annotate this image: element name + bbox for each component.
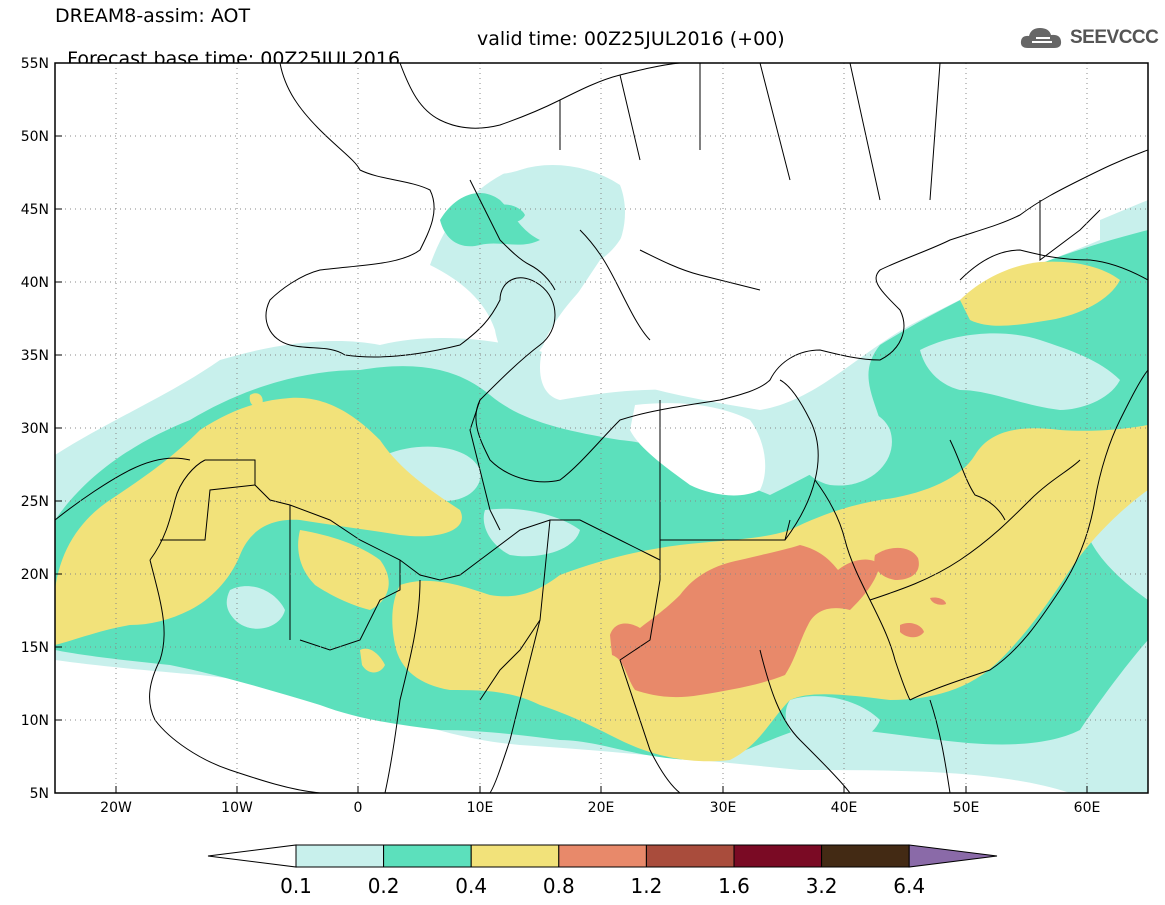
map-plot-area [55,63,1148,793]
lat-label-45n: 45N [21,202,49,218]
valid-time-label: valid time: 00Z25JUL2016 (+00) [477,28,785,50]
colorbar-label-0.4: 0.4 [455,874,487,898]
lat-label-20n: 20N [21,567,49,583]
seevccc-logo: SEEVCCC [1018,24,1159,54]
lat-label-55n: 55N [21,56,49,72]
colorbar-label-3.2: 3.2 [806,874,838,898]
colorbar-label-1.6: 1.6 [718,874,750,898]
colorbar-bin-0.2 [383,844,472,868]
axis-ticks [55,62,1088,794]
lon-label-30e: 30E [710,800,737,816]
lat-label-5n: 5N [30,786,49,802]
colorbar-bin-0.8 [558,844,647,868]
lon-label-10w: 10W [221,800,253,816]
cloud-icon [1020,28,1062,48]
lat-label-15n: 15N [21,640,49,656]
colorbar-bin-1.2 [645,844,735,868]
lon-label-60e: 60E [1074,800,1101,816]
map-title: DREAM8-assim: AOT [55,5,251,27]
aot-below-0.1 [55,63,1148,496]
colorbar: 0.1 0.2 0.4 0.8 1.2 1.6 3.2 6.4 [207,844,998,898]
lon-label-0: 0 [354,800,363,816]
lat-label-25n: 25N [21,494,49,510]
colorbar-bin-0.4 [470,844,560,868]
lat-label-35n: 35N [21,348,49,364]
lon-label-50e: 50E [953,800,980,816]
colorbar-label-1.2: 1.2 [630,874,662,898]
colorbar-label-6.4: 6.4 [893,874,925,898]
colorbar-bin-1.6 [733,844,823,868]
lon-labels: 20W 10W 0 10E 20E 30E 40E 50E 60E [100,800,1100,816]
lon-label-40e: 40E [831,800,858,816]
colorbar-bin-3.2 [821,844,910,868]
aot-contour-0.8 [610,545,946,698]
lon-label-20w: 20W [100,800,132,816]
colorbar-label-0.8: 0.8 [543,874,575,898]
lon-label-10e: 10E [467,800,494,816]
colorbar-over-arrow [908,844,998,868]
logo-text: SEEVCCC [1070,27,1159,48]
lat-labels: 55N 50N 45N 40N 35N 30N 25N 20N 15N 10N … [21,56,49,802]
colorbar-label-0.1: 0.1 [280,874,312,898]
colorbar-label-0.2: 0.2 [368,874,400,898]
lat-label-10n: 10N [21,713,49,729]
lat-label-30n: 30N [21,421,49,437]
colorbar-under-arrow [207,844,297,868]
colorbar-bin-0.1 [295,844,385,868]
graticule [55,63,1148,793]
lon-label-20e: 20E [588,800,615,816]
lat-label-50n: 50N [21,129,49,145]
lat-label-40n: 40N [21,275,49,291]
